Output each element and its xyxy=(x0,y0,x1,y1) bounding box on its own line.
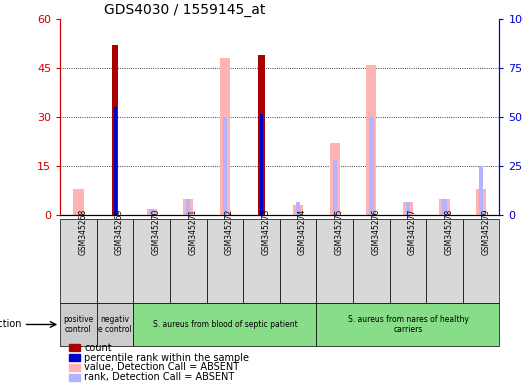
Text: GSM345272: GSM345272 xyxy=(225,209,234,255)
Text: S. aureus from blood of septic patient: S. aureus from blood of septic patient xyxy=(153,320,297,329)
Bar xyxy=(260,114,263,215)
Bar xyxy=(112,45,118,215)
Bar xyxy=(463,219,499,303)
Bar xyxy=(113,108,117,215)
Bar xyxy=(150,209,154,215)
Text: GSM345268: GSM345268 xyxy=(78,209,87,255)
Bar xyxy=(220,58,230,215)
Text: GSM345277: GSM345277 xyxy=(408,209,417,255)
Text: GSM345271: GSM345271 xyxy=(188,209,197,255)
Bar xyxy=(293,205,303,215)
Bar xyxy=(69,364,80,371)
Bar xyxy=(186,199,190,215)
Text: percentile rank within the sample: percentile rank within the sample xyxy=(84,353,249,362)
Bar xyxy=(97,219,133,303)
Text: GSM345274: GSM345274 xyxy=(298,209,307,255)
Bar xyxy=(316,303,499,346)
Bar xyxy=(223,117,227,215)
Bar xyxy=(69,344,80,351)
Bar xyxy=(60,219,97,303)
Bar xyxy=(316,219,353,303)
Text: value, Detection Call = ABSENT: value, Detection Call = ABSENT xyxy=(84,362,240,372)
Text: GDS4030 / 1559145_at: GDS4030 / 1559145_at xyxy=(104,3,266,17)
Bar xyxy=(243,219,280,303)
Bar xyxy=(369,117,373,215)
Text: S. aureus from nares of healthy
carriers: S. aureus from nares of healthy carriers xyxy=(347,315,469,334)
Text: GSM345279: GSM345279 xyxy=(481,209,490,255)
Bar xyxy=(403,202,413,215)
Bar xyxy=(97,303,133,346)
Bar xyxy=(296,202,300,215)
Text: GSM345275: GSM345275 xyxy=(335,209,344,255)
Text: GSM345273: GSM345273 xyxy=(262,209,270,255)
Bar xyxy=(406,202,410,215)
Bar xyxy=(390,219,426,303)
Text: GSM345269: GSM345269 xyxy=(115,209,124,255)
Text: positive
control: positive control xyxy=(63,315,94,334)
Bar xyxy=(426,219,463,303)
Text: GSM345276: GSM345276 xyxy=(371,209,380,255)
Bar xyxy=(442,199,447,215)
Bar xyxy=(280,219,316,303)
Bar xyxy=(183,199,194,215)
Bar xyxy=(207,219,243,303)
Bar xyxy=(439,199,450,215)
Bar xyxy=(329,143,340,215)
Bar xyxy=(366,65,377,215)
Text: negativ
e control: negativ e control xyxy=(98,315,132,334)
Bar xyxy=(69,354,80,361)
Bar xyxy=(146,209,157,215)
Bar xyxy=(258,55,265,215)
Bar xyxy=(170,219,207,303)
Bar xyxy=(353,219,390,303)
Text: rank, Detection Call = ABSENT: rank, Detection Call = ABSENT xyxy=(84,372,234,382)
Bar xyxy=(479,166,483,215)
Bar xyxy=(133,219,170,303)
Bar xyxy=(133,303,316,346)
Text: GSM345270: GSM345270 xyxy=(152,209,161,255)
Text: count: count xyxy=(84,343,112,353)
Text: GSM345278: GSM345278 xyxy=(445,209,453,255)
Text: infection: infection xyxy=(0,319,22,329)
Bar xyxy=(60,303,97,346)
Bar xyxy=(69,374,80,381)
Bar xyxy=(73,189,84,215)
Bar xyxy=(476,189,486,215)
Bar xyxy=(333,160,337,215)
